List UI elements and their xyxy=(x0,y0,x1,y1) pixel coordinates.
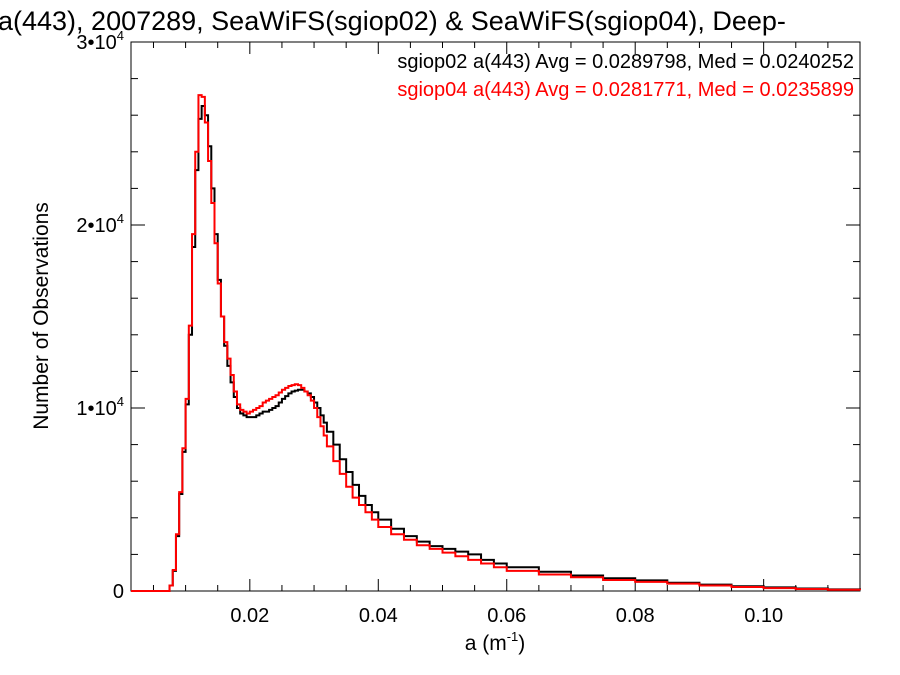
y-tick-label-base: 0 xyxy=(113,581,124,603)
legend: sgiop02 a(443) Avg = 0.0289798, Med = 0.… xyxy=(397,51,854,101)
y-axis-label: Number of Observations xyxy=(30,202,53,430)
y-tick-label-base: 1•10 xyxy=(76,398,116,420)
x-axis-label-superscript: -1 xyxy=(507,629,519,644)
x-axis-label: a (m-1) xyxy=(465,629,526,655)
axis-ticks xyxy=(131,42,861,591)
y-tick-label: 3•104 xyxy=(76,28,124,54)
x-axis-label-close: ) xyxy=(518,632,525,655)
y-tick-label-exponent: 4 xyxy=(117,28,124,43)
data-series xyxy=(131,94,861,592)
y-tick-label-base: 3•10 xyxy=(76,32,116,54)
series-1-histogram-line xyxy=(131,94,861,592)
plot-frame xyxy=(130,41,861,592)
x-tick-label: 0.10 xyxy=(744,605,783,627)
y-tick-label-base: 2•10 xyxy=(76,215,116,237)
y-tick-label-exponent: 4 xyxy=(117,394,124,409)
legend-entry-1: sgiop04 a(443) Avg = 0.0281771, Med = 0.… xyxy=(397,79,854,101)
x-tick-label: 0.04 xyxy=(359,605,398,627)
y-tick-label: 1•104 xyxy=(76,394,124,420)
x-tick-label: 0.02 xyxy=(230,605,269,627)
legend-entry-0: sgiop02 a(443) Avg = 0.0289798, Med = 0.… xyxy=(397,51,854,73)
x-tick-label: 0.06 xyxy=(487,605,526,627)
y-tick-label-exponent: 4 xyxy=(117,211,124,226)
x-tick-label: 0.08 xyxy=(616,605,655,627)
chart-title: a(443), 2007289, SeaWiFS(sgiop02) & SeaW… xyxy=(0,6,786,36)
y-tick-label: 0 xyxy=(113,581,124,603)
x-axis-label-main: a (m xyxy=(465,632,507,655)
y-tick-label: 2•104 xyxy=(76,211,124,237)
series-0-histogram-line xyxy=(131,105,861,592)
